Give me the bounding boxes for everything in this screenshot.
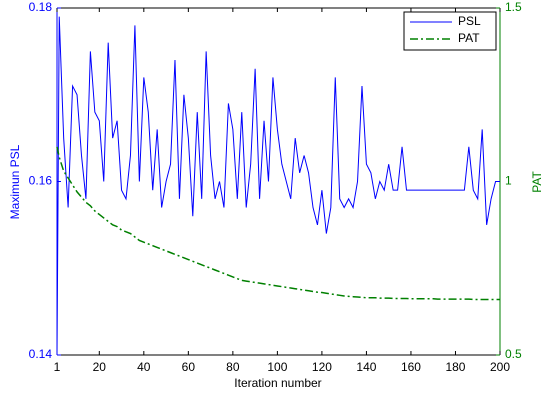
- y-axis-label: Maximun PSL: [8, 144, 22, 219]
- x-tick-label: 20: [93, 360, 107, 374]
- y-tick-label: 0.16: [29, 174, 53, 188]
- x-tick-label: 140: [356, 360, 376, 374]
- y2-tick-label: 1.5: [505, 0, 522, 14]
- x-tick-label: 40: [137, 360, 151, 374]
- y-tick-label: 0.18: [29, 0, 53, 14]
- legend-box: [403, 11, 497, 51]
- legend-label: PSL: [458, 14, 481, 28]
- line-series: [56, 16, 500, 356]
- x-tick-label: 180: [445, 360, 465, 374]
- x-tick-label: 1: [54, 360, 61, 374]
- y2-tick-label: 1: [505, 174, 512, 188]
- x-tick-label: 160: [401, 360, 421, 374]
- x-tick-label: 120: [312, 360, 332, 374]
- x-tick-label: 60: [182, 360, 196, 374]
- line-series: [56, 146, 500, 301]
- x-axis-label: Iteration number: [234, 376, 321, 390]
- x-tick-label: 100: [267, 360, 287, 374]
- y-tick-label: 0.14: [29, 347, 53, 361]
- x-tick-label: 200: [490, 360, 510, 374]
- y2-axis-label: PAT: [530, 171, 544, 193]
- x-tick-label: 80: [226, 360, 240, 374]
- y2-tick-label: 0.5: [505, 347, 522, 361]
- legend-label: PAT: [458, 31, 480, 45]
